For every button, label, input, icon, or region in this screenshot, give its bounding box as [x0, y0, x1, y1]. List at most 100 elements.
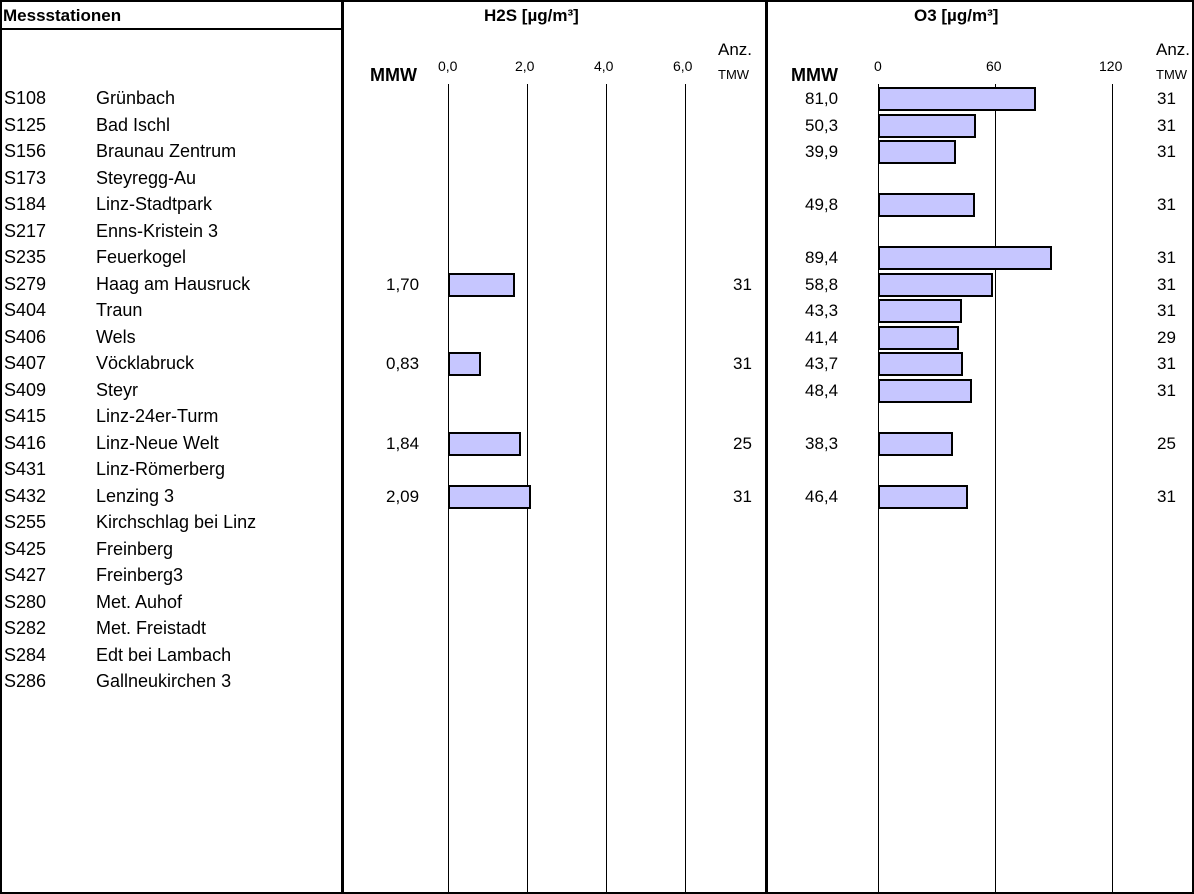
o3-value-label: 38,3 — [805, 433, 839, 453]
stations-header-underline — [0, 28, 342, 30]
station-code: S432 — [4, 485, 47, 506]
h2s-tmw-count: 31 — [733, 486, 752, 506]
h2s-value-label: 1,84 — [386, 433, 420, 453]
o3-value-label: 46,4 — [805, 486, 839, 506]
station-code: S108 — [4, 88, 47, 108]
h2s-tmw-count: 31 — [733, 354, 752, 373]
h2s-mmw-label: MMW — [370, 65, 417, 85]
station-code: S409 — [4, 379, 47, 400]
h2s-value-label: 2,09 — [386, 486, 420, 506]
h2s-column-divider — [765, 0, 768, 894]
station-name: Steyregg-Au — [96, 167, 197, 188]
station-code: S415 — [4, 406, 47, 426]
station-name: Haag am Hausruck — [96, 273, 251, 294]
o3-tmw-label: TMW — [1156, 67, 1188, 82]
o3-bar — [878, 140, 956, 164]
o3-anz-label: Anz. — [1156, 40, 1191, 59]
o3-tmw-count: 31 — [1157, 354, 1176, 373]
station-code: S173 — [4, 167, 47, 188]
o3-bar — [878, 193, 976, 217]
o3-value-label: 50,3 — [805, 115, 839, 135]
o3-tmw-count: 31 — [1157, 89, 1176, 108]
h2s-value-label: 1,70 — [386, 274, 420, 294]
h2s-tmw-count: 25 — [733, 433, 752, 453]
station-name: Grünbach — [96, 88, 176, 108]
station-code: S255 — [4, 512, 47, 532]
station-code: S217 — [4, 220, 47, 241]
h2s-value-label: 0,83 — [386, 354, 420, 373]
station-code: S125 — [4, 114, 47, 135]
station-code: S407 — [4, 353, 47, 373]
o3-bar — [878, 431, 953, 456]
h2s-bar — [448, 272, 516, 297]
station-name: Gallneukirchen 3 — [96, 671, 232, 691]
h2s-gridline — [685, 84, 686, 894]
o3-value-label: 43,3 — [805, 301, 839, 320]
stations-title: Messstationen — [3, 6, 122, 25]
o3-tmw-count: 31 — [1157, 380, 1176, 400]
o3-bar — [878, 272, 993, 297]
o3-bar — [878, 246, 1053, 270]
o3-tmw-count: 31 — [1157, 301, 1176, 320]
o3-tick-label: 120 — [1099, 58, 1123, 74]
frame-right-border — [1192, 0, 1194, 894]
h2s-tmw-count: 31 — [733, 274, 752, 294]
h2s-tick-label: 6,0 — [673, 58, 693, 74]
o3-tmw-count: 31 — [1157, 486, 1176, 506]
station-name: Steyr — [96, 379, 139, 400]
station-code: S184 — [4, 194, 47, 214]
station-code: S425 — [4, 538, 47, 559]
o3-bar — [878, 352, 964, 376]
o3-gridline — [995, 84, 996, 894]
frame-left-border — [0, 0, 2, 894]
o3-tmw-count: 31 — [1157, 248, 1176, 267]
station-code: S235 — [4, 247, 47, 267]
h2s-tick-label: 0,0 — [438, 58, 458, 74]
h2s-bar — [448, 352, 481, 376]
o3-value-label: 48,4 — [805, 380, 839, 400]
h2s-tick-label: 4,0 — [594, 58, 614, 74]
station-name: Linz-Römerberg — [96, 459, 226, 479]
o3-bar — [878, 299, 963, 323]
station-name: Enns-Kristein 3 — [96, 220, 219, 241]
station-name: Traun — [96, 300, 143, 320]
h2s-tmw-label: TMW — [718, 67, 750, 82]
station-name: Met. Auhof — [96, 591, 183, 612]
station-code: S156 — [4, 141, 47, 161]
o3-bar — [878, 113, 977, 138]
o3-value-label: 58,8 — [805, 274, 839, 294]
station-code: S286 — [4, 671, 47, 691]
station-name: Lenzing 3 — [96, 485, 175, 506]
h2s-bar — [448, 431, 521, 456]
stations-column-divider — [341, 0, 344, 894]
station-name: Freinberg — [96, 538, 174, 559]
o3-tick-label: 0 — [874, 58, 882, 74]
o3-mmw-label: MMW — [791, 65, 838, 85]
o3-tmw-count: 31 — [1157, 142, 1176, 161]
station-code: S416 — [4, 432, 47, 453]
h2s-gridline — [606, 84, 607, 894]
station-name: Linz-24er-Turm — [96, 406, 219, 426]
station-name: Kirchschlag bei Linz — [96, 512, 257, 532]
o3-value-label: 39,9 — [805, 142, 839, 161]
station-name: Linz-Neue Welt — [96, 432, 219, 453]
station-name: Bad Ischl — [96, 114, 171, 135]
o3-tmw-count: 25 — [1157, 433, 1176, 453]
o3-value-label: 43,7 — [805, 354, 839, 373]
h2s-tick-label: 2,0 — [515, 58, 535, 74]
frame-bottom-border — [0, 892, 1194, 894]
h2s-title: H2S [µg/m³] — [484, 6, 579, 25]
station-name: Linz-Stadtpark — [96, 194, 213, 214]
o3-gridline — [1112, 84, 1113, 894]
o3-tmw-count: 31 — [1157, 274, 1176, 294]
station-name: Vöcklabruck — [96, 353, 195, 373]
station-name: Wels — [96, 326, 136, 347]
h2s-bar — [448, 484, 531, 509]
o3-bar — [878, 87, 1036, 111]
station-code: S282 — [4, 618, 47, 638]
station-name: Met. Freistadt — [96, 618, 207, 638]
station-code: S284 — [4, 644, 47, 665]
station-code: S280 — [4, 591, 47, 612]
frame-top-border — [0, 0, 1194, 2]
station-code: S431 — [4, 459, 47, 479]
